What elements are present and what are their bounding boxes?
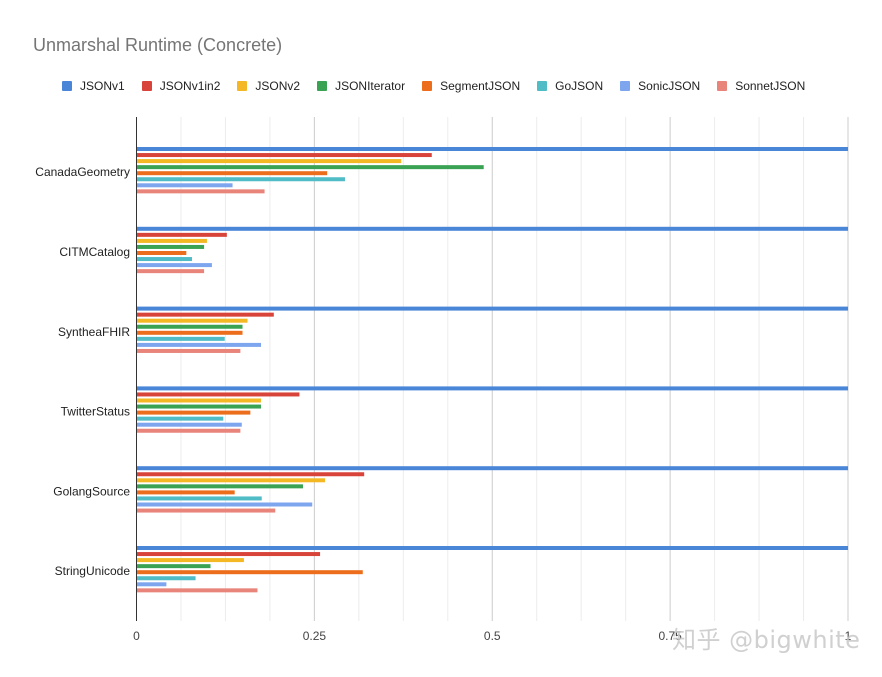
legend-swatch bbox=[620, 81, 631, 91]
legend-item: JSONv1 bbox=[62, 79, 125, 93]
x-tick-label: 0.25 bbox=[303, 629, 327, 643]
bar bbox=[136, 251, 187, 255]
bar bbox=[136, 398, 262, 403]
legend-swatch bbox=[317, 81, 328, 91]
bar bbox=[136, 392, 300, 397]
bar bbox=[136, 472, 365, 477]
bar bbox=[136, 416, 224, 421]
chart-title: Unmarshal Runtime (Concrete) bbox=[33, 35, 283, 55]
bar bbox=[136, 386, 848, 391]
legend-item: GoJSON bbox=[537, 79, 603, 93]
bar bbox=[136, 564, 211, 569]
bar bbox=[136, 582, 167, 587]
bar bbox=[136, 226, 848, 231]
bar bbox=[136, 484, 303, 489]
y-category-label: CanadaGeometry bbox=[35, 165, 130, 179]
legend-swatch bbox=[537, 81, 548, 91]
bar bbox=[136, 508, 276, 513]
bar bbox=[136, 147, 848, 151]
x-tick-label: 0.75 bbox=[658, 629, 682, 643]
bar bbox=[136, 576, 196, 581]
bar bbox=[136, 570, 363, 575]
legend-item: SonicJSON bbox=[620, 79, 700, 93]
bar bbox=[136, 269, 205, 274]
legend-item: JSONv2 bbox=[237, 79, 300, 93]
bar bbox=[136, 490, 235, 495]
legend-label: JSONv1 bbox=[80, 79, 125, 93]
y-category-label: StringUnicode bbox=[55, 564, 131, 578]
legend-label: JSONIterator bbox=[335, 79, 406, 93]
bar bbox=[136, 257, 192, 262]
y-category-label: SyntheaFHIR bbox=[58, 325, 130, 339]
legend-swatch bbox=[237, 81, 248, 91]
bar bbox=[136, 428, 241, 433]
legend-item: SegmentJSON bbox=[422, 79, 520, 93]
bar bbox=[136, 410, 251, 415]
legend: JSONv1 JSONv1in2 JSONv2 JSONIterator Segment… bbox=[62, 79, 822, 93]
bar bbox=[136, 336, 225, 341]
bar bbox=[136, 159, 402, 164]
bar bbox=[136, 232, 227, 237]
bar bbox=[136, 404, 262, 409]
x-tick-label: 0 bbox=[133, 629, 140, 643]
legend-swatch bbox=[141, 81, 152, 91]
legend-swatch bbox=[422, 81, 433, 91]
y-category-label: GolangSource bbox=[53, 484, 130, 498]
bar bbox=[136, 466, 848, 471]
bar bbox=[136, 342, 262, 347]
legend-swatch bbox=[717, 81, 728, 91]
bar bbox=[136, 183, 233, 188]
bar bbox=[136, 306, 848, 311]
legend-label: SonnetJSON bbox=[735, 79, 806, 93]
legend-swatch bbox=[62, 81, 72, 91]
bar bbox=[136, 153, 432, 158]
legend-item: JSONIterator bbox=[317, 79, 405, 93]
bar bbox=[136, 588, 258, 593]
bar bbox=[136, 330, 243, 335]
bar bbox=[136, 496, 262, 501]
bar bbox=[136, 244, 205, 249]
y-category-label: CITMCatalog bbox=[59, 245, 130, 259]
bar bbox=[136, 312, 274, 317]
bar bbox=[136, 546, 848, 550]
legend-label: SonicJSON bbox=[638, 79, 701, 93]
legend-label: JSONv1in2 bbox=[159, 79, 221, 93]
bar bbox=[136, 324, 243, 329]
bar bbox=[136, 478, 326, 483]
legend-label: JSONv2 bbox=[255, 79, 301, 93]
bar bbox=[136, 348, 241, 353]
bar bbox=[136, 165, 484, 170]
legend-label: SegmentJSON bbox=[440, 79, 521, 93]
bar bbox=[136, 502, 313, 507]
legend-label: GoJSON bbox=[555, 79, 604, 93]
bar bbox=[136, 318, 248, 323]
bar bbox=[136, 422, 242, 427]
legend-item: SonnetJSON bbox=[717, 79, 805, 93]
y-category-label: TwitterStatus bbox=[61, 405, 130, 419]
bar bbox=[136, 238, 207, 243]
x-tick-label: 1 bbox=[845, 629, 852, 643]
bar bbox=[136, 263, 212, 268]
bar bbox=[136, 177, 345, 182]
watermark: 知乎 @bigwhite bbox=[672, 626, 861, 654]
bar bbox=[136, 552, 321, 557]
legend-item: JSONv1in2 bbox=[141, 79, 221, 93]
bar bbox=[136, 558, 244, 563]
bar bbox=[136, 171, 328, 176]
bar bbox=[136, 189, 265, 194]
x-tick-label: 0.5 bbox=[484, 629, 501, 643]
